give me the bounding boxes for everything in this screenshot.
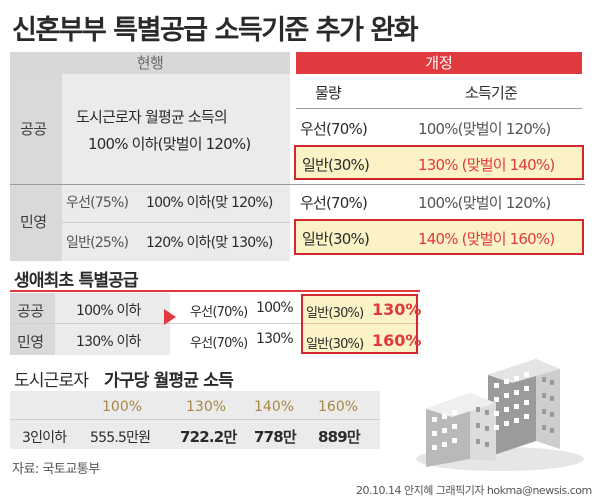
divider xyxy=(296,108,582,109)
private-row2-qty: 일반(30%) xyxy=(302,230,370,248)
section3-title-a: 도시근로자 xyxy=(14,371,89,391)
s2-private-current: 130% 이하 xyxy=(76,334,141,350)
header-revised: 개정 xyxy=(296,52,582,74)
public-row2-qty: 일반(30%) xyxy=(302,156,370,174)
value-140: 778만 xyxy=(254,428,297,446)
section2-title: 생애최초 특별공급 xyxy=(14,271,139,291)
private-current1-value: 100% 이하(맞 120%) xyxy=(146,195,273,211)
s2-private-label: 민영 xyxy=(17,333,44,351)
col-quantity-header: 물량 xyxy=(315,84,342,102)
divider xyxy=(10,419,380,420)
public-row1-qty: 우선(70%) xyxy=(300,120,368,138)
source-label: 자료: 국토교통부 xyxy=(12,462,100,477)
public-highlight-box xyxy=(294,145,584,180)
private-row2-income: 140% (맞벌이 160%) xyxy=(418,230,555,248)
section3-panel xyxy=(10,391,380,449)
divider xyxy=(10,323,420,324)
s2-private-general-value: 160% xyxy=(372,331,422,350)
arrow-right-icon xyxy=(164,309,176,325)
public-row2-income: 130% (맞벌이 140%) xyxy=(418,156,555,174)
row-label-3-person: 3인이하 xyxy=(22,430,67,446)
private-current2-value: 120% 이하(맞 130%) xyxy=(146,235,273,251)
value-130: 722.2만 xyxy=(180,428,237,446)
public-row1-income: 100%(맞벌이 120%) xyxy=(418,120,551,138)
s2-public-current: 100% 이하 xyxy=(76,303,141,319)
page-title: 신혼부부 특별공급 소득기준 추가 완화 xyxy=(12,15,419,46)
divider xyxy=(303,323,416,324)
s2-highlight-box xyxy=(301,294,418,354)
private-label: 민영 xyxy=(20,213,47,231)
row-label-column xyxy=(10,74,62,261)
header-current: 현행 xyxy=(10,52,290,74)
building-illustration xyxy=(416,359,584,471)
section2-current-panel xyxy=(55,293,170,355)
s2-public-general: 일반(30%) xyxy=(306,306,364,321)
private-current1-type: 우선(75%) xyxy=(66,195,129,211)
s2-public-priority: 우선(70%) xyxy=(190,305,248,320)
private-row1-qty: 우선(70%) xyxy=(300,194,368,212)
s2-public-general-value: 130% xyxy=(372,300,422,319)
credit-label: 20.10.14 안지혜 그래픽기자 hokma@newsis.com xyxy=(356,484,592,497)
s2-private-general: 일반(30%) xyxy=(306,337,364,352)
public-label: 공공 xyxy=(20,120,47,138)
public-current-line2: 100% 이하(맞벌이 120%) xyxy=(88,135,251,153)
s2-private-priority: 우선(70%) xyxy=(190,336,248,351)
s2-public-priority-value: 100% xyxy=(256,300,294,316)
col-income-header: 소득기준 xyxy=(465,84,518,102)
pct-140: 140% xyxy=(254,399,295,415)
divider xyxy=(10,184,585,185)
value-100: 555.5만원 xyxy=(90,430,151,446)
private-highlight-box xyxy=(294,219,584,255)
private-row1-income: 100%(맞벌이 120%) xyxy=(418,194,551,212)
public-current-line1: 도시근로자 월평균 소득의 xyxy=(76,108,228,126)
private-current2-type: 일반(25%) xyxy=(66,235,129,251)
s2-private-priority-value: 130% xyxy=(256,331,294,347)
s2-public-label: 공공 xyxy=(17,302,44,320)
pct-100: 100% xyxy=(102,399,143,415)
section2-label-column xyxy=(10,293,55,355)
pct-160: 160% xyxy=(318,399,359,415)
divider xyxy=(62,222,290,223)
section2-rule xyxy=(10,290,420,292)
section3-title-b: 가구당 월평균 소득 xyxy=(104,371,234,391)
value-160: 889만 xyxy=(318,428,361,446)
pct-130: 130% xyxy=(186,399,227,415)
